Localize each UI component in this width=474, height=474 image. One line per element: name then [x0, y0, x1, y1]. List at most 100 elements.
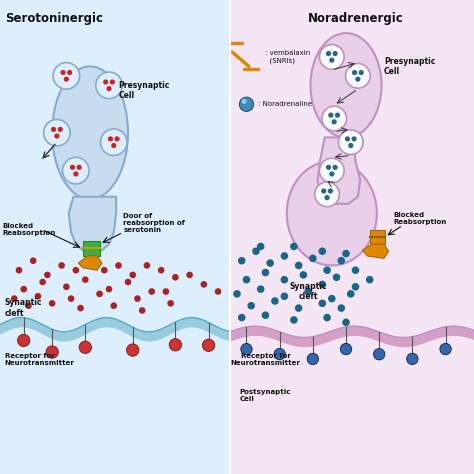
Circle shape	[103, 79, 108, 84]
Circle shape	[46, 346, 58, 358]
Circle shape	[319, 281, 326, 288]
Text: Presynaptic
Cell: Presynaptic Cell	[384, 57, 435, 76]
Circle shape	[239, 97, 254, 111]
Circle shape	[158, 267, 164, 273]
Circle shape	[202, 339, 215, 351]
Circle shape	[79, 341, 91, 354]
Circle shape	[115, 262, 122, 269]
Circle shape	[262, 269, 269, 276]
Circle shape	[58, 127, 63, 132]
Polygon shape	[318, 137, 360, 204]
Circle shape	[241, 344, 252, 355]
Circle shape	[274, 348, 285, 360]
Polygon shape	[69, 197, 116, 254]
Circle shape	[247, 302, 255, 310]
Circle shape	[77, 164, 82, 170]
Circle shape	[329, 57, 335, 63]
Circle shape	[290, 316, 298, 324]
Circle shape	[338, 130, 363, 155]
Circle shape	[262, 311, 269, 319]
Circle shape	[374, 348, 385, 360]
Circle shape	[257, 243, 264, 250]
Circle shape	[252, 247, 260, 255]
Circle shape	[326, 51, 331, 56]
Circle shape	[58, 262, 65, 269]
Circle shape	[163, 288, 169, 295]
Circle shape	[39, 279, 46, 285]
Circle shape	[356, 76, 361, 82]
Circle shape	[73, 267, 79, 273]
Circle shape	[70, 164, 75, 170]
Polygon shape	[78, 256, 102, 270]
Circle shape	[328, 188, 333, 193]
Circle shape	[352, 70, 357, 75]
Circle shape	[342, 319, 350, 326]
Circle shape	[342, 250, 350, 257]
Circle shape	[295, 304, 302, 312]
Circle shape	[186, 272, 193, 278]
Circle shape	[148, 288, 155, 295]
Circle shape	[352, 136, 357, 142]
Circle shape	[326, 164, 331, 170]
Circle shape	[215, 288, 221, 295]
Circle shape	[242, 99, 247, 104]
Circle shape	[68, 295, 74, 302]
Circle shape	[323, 314, 331, 321]
Circle shape	[352, 266, 359, 274]
Circle shape	[407, 353, 418, 365]
Circle shape	[44, 119, 70, 146]
Circle shape	[115, 136, 119, 142]
Text: Synaptic
cleft: Synaptic cleft	[5, 299, 42, 318]
Circle shape	[324, 195, 330, 200]
Circle shape	[53, 63, 80, 89]
Circle shape	[331, 119, 337, 125]
Circle shape	[201, 281, 207, 288]
Circle shape	[96, 291, 103, 297]
Polygon shape	[363, 244, 389, 258]
Circle shape	[77, 305, 84, 311]
Circle shape	[134, 295, 141, 302]
Circle shape	[87, 257, 93, 264]
Circle shape	[347, 290, 355, 298]
Circle shape	[328, 295, 336, 302]
Circle shape	[25, 302, 32, 309]
Circle shape	[108, 136, 113, 142]
Circle shape	[304, 288, 312, 295]
Circle shape	[30, 257, 36, 264]
Circle shape	[337, 304, 345, 312]
Circle shape	[366, 276, 374, 283]
Circle shape	[44, 272, 51, 278]
Circle shape	[20, 286, 27, 292]
Bar	[370, 230, 385, 244]
Text: Door of
reabsorption of
serotonin: Door of reabsorption of serotonin	[123, 213, 185, 233]
FancyBboxPatch shape	[230, 0, 474, 474]
Circle shape	[346, 64, 370, 88]
Circle shape	[106, 86, 112, 91]
Circle shape	[271, 297, 279, 305]
Text: Receptor for
Neurotransmitter: Receptor for Neurotransmitter	[5, 353, 74, 366]
Text: : vembalaxin
  (SNRIs): : vembalaxin (SNRIs)	[265, 50, 310, 64]
Circle shape	[101, 267, 108, 273]
Circle shape	[238, 314, 246, 321]
Circle shape	[18, 334, 30, 346]
Circle shape	[340, 343, 352, 355]
Circle shape	[111, 143, 117, 148]
Text: : Noradrenaline: : Noradrenaline	[258, 101, 312, 107]
Circle shape	[167, 300, 174, 307]
Bar	[83, 241, 100, 256]
Circle shape	[329, 171, 335, 177]
Circle shape	[127, 344, 139, 356]
FancyBboxPatch shape	[0, 0, 230, 474]
Circle shape	[333, 273, 340, 281]
Circle shape	[319, 158, 344, 183]
Circle shape	[332, 51, 338, 56]
Circle shape	[319, 45, 344, 69]
Circle shape	[100, 129, 127, 155]
Circle shape	[82, 276, 89, 283]
Circle shape	[348, 143, 354, 148]
Text: Receptor for
Neurotransmitter: Receptor for Neurotransmitter	[230, 353, 301, 366]
Circle shape	[337, 257, 345, 264]
Circle shape	[63, 157, 89, 184]
Text: Postsynaptic
Cell: Postsynaptic Cell	[239, 389, 291, 401]
Circle shape	[266, 259, 274, 267]
